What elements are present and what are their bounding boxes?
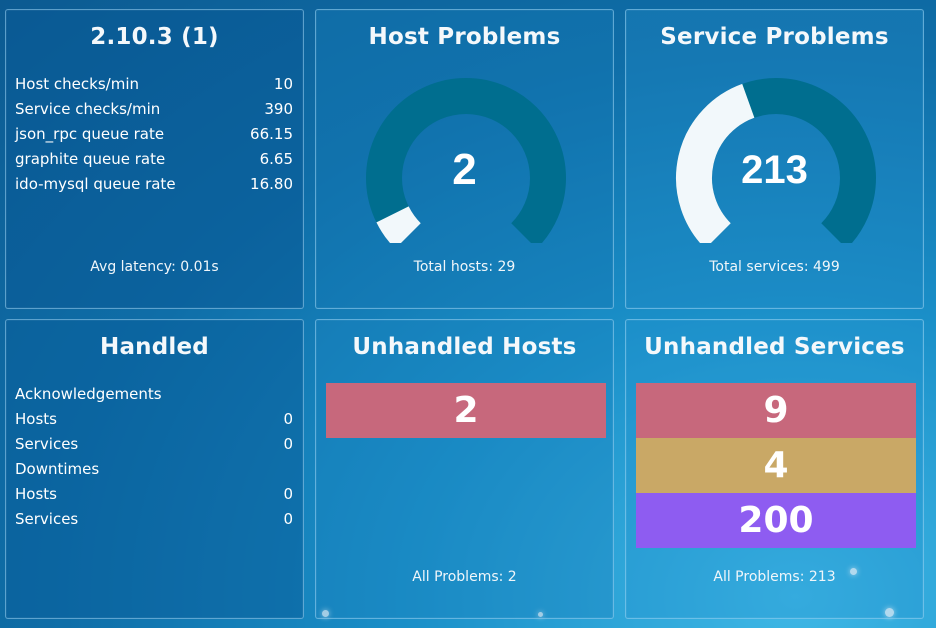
unhandled-services-critical-bar[interactable]: 9: [636, 383, 916, 438]
handled-value: 0: [283, 485, 293, 503]
status-tile[interactable]: 2.10.3 (1) Host checks/min 10 Service ch…: [5, 9, 304, 309]
total-hosts-label: Total hosts: 29: [413, 259, 516, 275]
status-metrics: Host checks/min 10 Service checks/min 39…: [15, 72, 293, 197]
host-problems-title: Host Problems: [368, 24, 561, 50]
all-problems-label: All Problems: 2: [412, 569, 517, 585]
gauge-fill: [676, 83, 756, 243]
acknowledgements-heading: Acknowledgements: [15, 382, 293, 407]
metric-label: Host checks/min: [15, 75, 139, 93]
unhandled-hosts-title: Unhandled Hosts: [352, 334, 577, 360]
service-problems-count: 213: [741, 148, 808, 192]
unhandled-hosts-tile[interactable]: Unhandled Hosts 2 All Problems: 2: [315, 319, 614, 619]
handled-value: 0: [283, 435, 293, 453]
handled-row: Hosts 0: [15, 482, 293, 507]
unhandled-services-warning-bar[interactable]: 4: [636, 438, 916, 493]
section-label: Acknowledgements: [15, 385, 162, 403]
host-problems-tile[interactable]: Host Problems 2 Total hosts: 29: [315, 9, 614, 309]
service-problems-gauge: [676, 78, 876, 243]
metric-value: 6.65: [259, 150, 293, 168]
unhandled-services-tile[interactable]: Unhandled Services 9 4 200 All Problems:…: [625, 319, 924, 619]
section-label: Downtimes: [15, 460, 100, 478]
all-problems-label: All Problems: 213: [713, 569, 836, 585]
metric-label: Service checks/min: [15, 100, 161, 118]
handled-row: Hosts 0: [15, 407, 293, 432]
downtimes-heading: Downtimes: [15, 457, 293, 482]
handled-list: Acknowledgements Hosts 0 Services 0 Down…: [15, 382, 293, 532]
status-version-title: 2.10.3 (1): [90, 24, 219, 50]
handled-tile[interactable]: Handled Acknowledgements Hosts 0 Service…: [5, 319, 304, 619]
handled-label: Services: [15, 435, 79, 453]
metric-row: ido-mysql queue rate 16.80: [15, 172, 293, 197]
unhandled-services-title: Unhandled Services: [644, 334, 905, 360]
metric-row: graphite queue rate 6.65: [15, 147, 293, 172]
handled-value: 0: [283, 510, 293, 528]
metric-label: ido-mysql queue rate: [15, 175, 176, 193]
host-problems-count: 2: [452, 145, 477, 194]
decorative-light: [322, 610, 329, 617]
gauge-track: [366, 78, 566, 243]
metric-row: json_rpc queue rate 66.15: [15, 122, 293, 147]
metric-row: Host checks/min 10: [15, 72, 293, 97]
unhandled-services-unknown-bar[interactable]: 200: [636, 493, 916, 548]
metric-label: graphite queue rate: [15, 150, 166, 168]
service-problems-tile[interactable]: Service Problems 213 Total services: 499: [625, 9, 924, 309]
handled-row: Services 0: [15, 507, 293, 532]
metric-value: 10: [273, 75, 293, 93]
metric-value: 66.15: [250, 125, 293, 143]
host-problems-gauge: [366, 78, 566, 243]
handled-row: Services 0: [15, 432, 293, 457]
handled-label: Services: [15, 510, 79, 528]
handled-label: Hosts: [15, 410, 57, 428]
handled-label: Hosts: [15, 485, 57, 503]
handled-value: 0: [283, 410, 293, 428]
decorative-light: [850, 568, 857, 575]
unhandled-hosts-critical-bar[interactable]: 2: [326, 383, 606, 438]
total-services-label: Total services: 499: [709, 259, 840, 275]
avg-latency-label: Avg latency: 0.01s: [90, 259, 219, 275]
decorative-light: [538, 612, 543, 617]
metric-value: 16.80: [250, 175, 293, 193]
service-problems-title: Service Problems: [660, 24, 889, 50]
gauge-fill: [376, 205, 422, 243]
metric-value: 390: [264, 100, 293, 118]
decorative-light: [885, 608, 894, 617]
metric-row: Service checks/min 390: [15, 97, 293, 122]
handled-title: Handled: [100, 334, 209, 360]
metric-label: json_rpc queue rate: [15, 125, 165, 143]
